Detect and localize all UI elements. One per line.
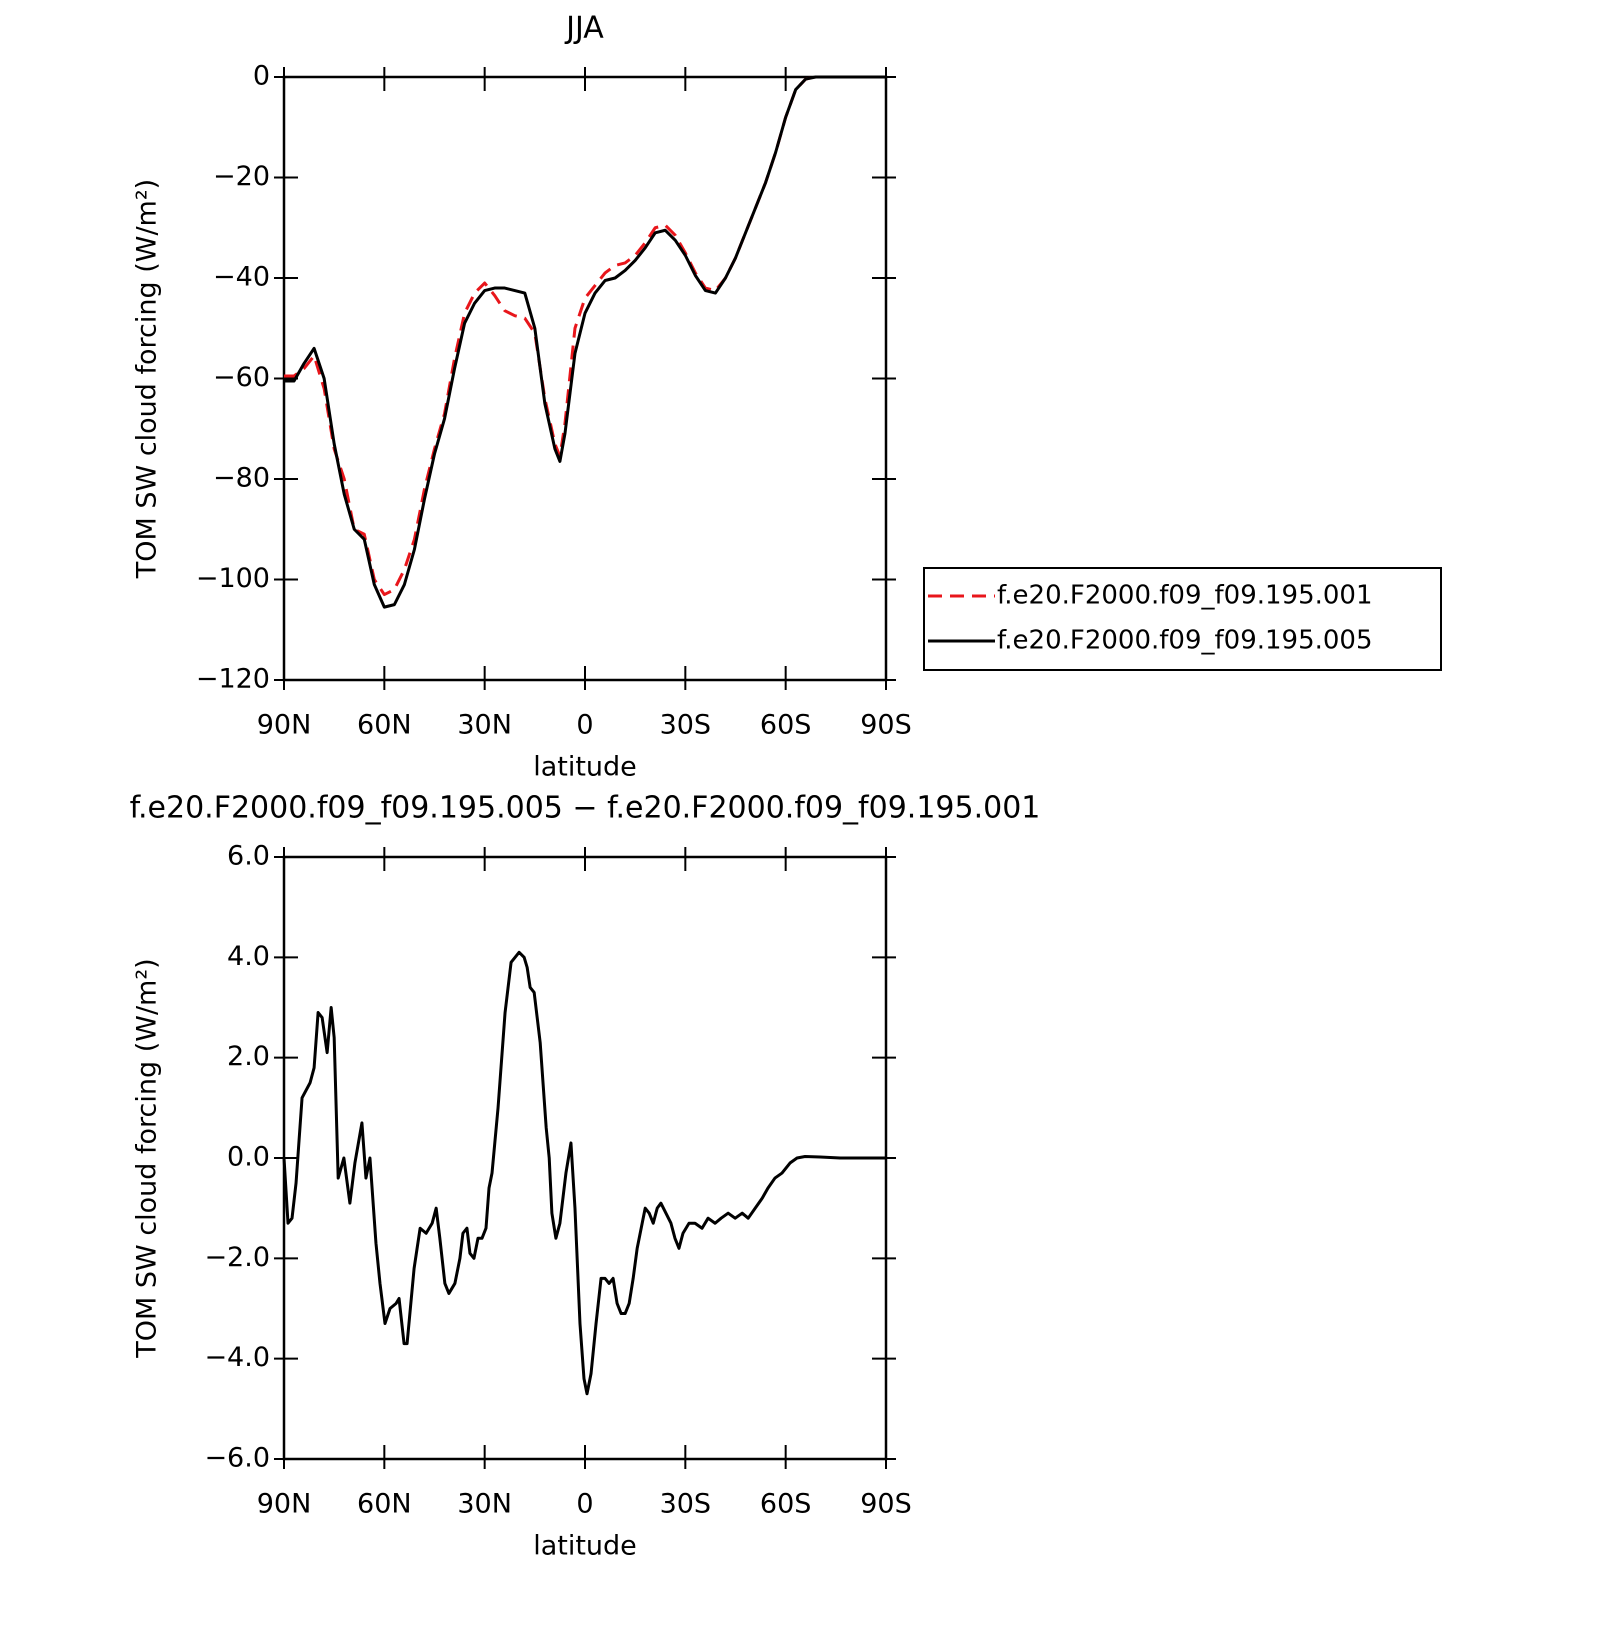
y-tick-label: −2.0 — [204, 1242, 270, 1273]
x-axis-label: latitude — [533, 1531, 637, 1562]
y-tick-label: −100 — [196, 563, 270, 594]
x-tick-label: 90S — [860, 1489, 912, 1520]
legend-label: f.e20.F2000.f09_f09.195.001 — [997, 581, 1373, 611]
x-tick-label: 90N — [257, 710, 312, 741]
y-axis-label: TOM SW cloud forcing (W/m²) — [132, 958, 163, 1358]
series-line — [284, 75, 886, 609]
y-tick-label: −80 — [213, 463, 270, 494]
x-tick-label: 60S — [760, 710, 812, 741]
legend-box — [923, 567, 1442, 671]
x-tick-label: 30S — [660, 710, 712, 741]
y-tick-label: −4.0 — [204, 1342, 270, 1373]
x-tick-label: 30N — [457, 1489, 512, 1520]
x-tick-label: 90N — [257, 1489, 312, 1520]
legend-label: f.e20.F2000.f09_f09.195.005 — [997, 626, 1373, 656]
x-tick-label: 60N — [357, 710, 412, 741]
y-tick-label: 0 — [253, 61, 270, 92]
x-tick-label: 60S — [760, 1489, 812, 1520]
series-line — [284, 75, 886, 597]
x-axis-label: latitude — [533, 752, 637, 783]
y-tick-label: −60 — [213, 362, 270, 393]
chart-title: f.e20.F2000.f09_f09.195.005 − f.e20.F200… — [130, 791, 1041, 826]
y-tick-label: 4.0 — [227, 941, 270, 972]
plot-frame — [282, 75, 888, 682]
chart-title: JJA — [564, 11, 604, 46]
x-tick-label: 90S — [860, 710, 912, 741]
y-axis-label: TOM SW cloud forcing (W/m²) — [132, 179, 163, 579]
y-tick-label: −40 — [213, 262, 270, 293]
y-tick-label: −120 — [196, 664, 270, 695]
y-tick-label: 2.0 — [227, 1041, 270, 1072]
x-tick-label: 30N — [457, 710, 512, 741]
y-tick-label: 6.0 — [227, 841, 270, 872]
y-tick-label: 0.0 — [227, 1142, 270, 1173]
x-tick-label: 30S — [660, 1489, 712, 1520]
y-tick-label: −6.0 — [204, 1443, 270, 1474]
x-tick-label: 60N — [357, 1489, 412, 1520]
x-tick-label: 0 — [576, 1489, 593, 1520]
y-tick-label: −20 — [213, 161, 270, 192]
x-tick-label: 0 — [576, 710, 593, 741]
series-line — [282, 950, 886, 1396]
